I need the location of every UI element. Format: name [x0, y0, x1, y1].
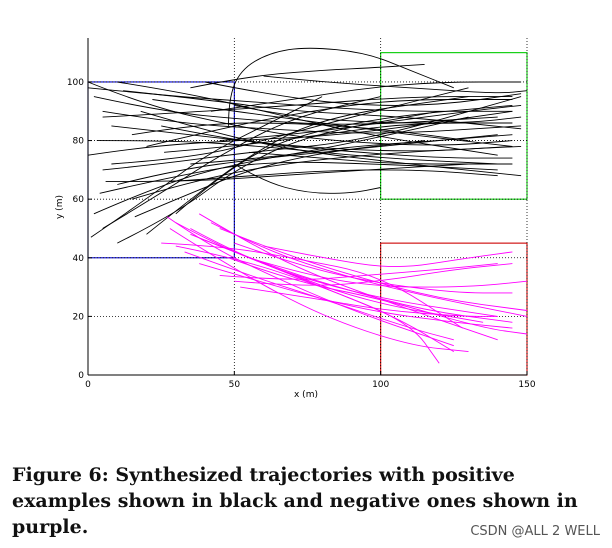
positive-trajectory-0 [87, 81, 513, 146]
positive-trajectory-21 [161, 125, 513, 159]
positive-trajectory-28 [146, 99, 513, 147]
positive-trajectory-29 [131, 122, 469, 142]
positive-trajectory-8 [131, 145, 522, 200]
grid-lines [88, 38, 528, 375]
negative-trajectory-5 [161, 242, 463, 329]
positive-trajectory-36 [105, 163, 469, 183]
series-positive [87, 47, 528, 244]
positive-trajectory-16 [102, 96, 513, 118]
negative-trajectory-18 [263, 245, 513, 267]
series-negative [161, 213, 528, 364]
negative-trajectory-10 [234, 242, 513, 294]
positive-trajectory-26 [190, 134, 513, 165]
y-tick-label-0: 0 [78, 371, 84, 381]
positive-trajectory-30 [263, 75, 528, 94]
region-box-2 [380, 242, 528, 376]
x-tick-label-2: 100 [372, 380, 389, 390]
y-axis-label: y (m) [55, 195, 65, 219]
region-box-1 [380, 52, 528, 200]
x-tick-label-3: 150 [518, 380, 535, 390]
positive-trajectory-25 [219, 104, 522, 142]
y-tick-label-5: 100 [67, 78, 84, 88]
positive-trajectory-31 [228, 47, 454, 126]
positive-trajectory-11 [90, 96, 323, 238]
y-tick-label-4: 80 [73, 137, 85, 147]
positive-trajectory-33 [190, 63, 425, 89]
negative-trajectory-13 [228, 257, 528, 335]
positive-trajectory-13 [146, 96, 469, 235]
positive-trajectory-32 [234, 163, 381, 194]
positive-trajectory-19 [99, 161, 498, 194]
axes: 0 50 100 150 0 20 40 60 80 100 [67, 38, 536, 390]
x-tick-label-0: 0 [85, 380, 91, 390]
negative-trajectory-2 [190, 228, 498, 317]
negative-trajectory-8 [204, 239, 513, 323]
positive-trajectory-18 [111, 87, 469, 165]
x-tick-label-1: 50 [229, 380, 241, 390]
positive-trajectory-22 [117, 81, 498, 156]
positive-trajectory-4 [96, 140, 498, 165]
negative-trajectory-4 [210, 222, 528, 317]
negative-trajectory-17 [199, 263, 513, 329]
trajectory-plot: 0 50 100 150 0 20 40 60 80 100 x (m) y (m) [55, 38, 536, 400]
trajectories [87, 47, 528, 364]
negative-trajectory-16 [234, 263, 513, 286]
positive-trajectory-24 [234, 104, 522, 124]
positive-trajectory-39 [164, 122, 513, 153]
positive-trajectory-38 [210, 81, 522, 112]
positive-trajectory-37 [134, 140, 425, 218]
watermark-text: CSDN @ALL 2 WELL [470, 524, 600, 539]
negative-trajectory-19 [240, 286, 498, 317]
negative-trajectory-11 [248, 257, 528, 288]
x-axis-label: x (m) [294, 390, 318, 400]
positive-trajectory-12 [117, 110, 440, 244]
y-tick-label-2: 40 [73, 254, 85, 264]
positive-trajectory-20 [140, 110, 522, 177]
positive-trajectory-23 [205, 81, 522, 106]
negative-trajectory-9 [219, 228, 528, 311]
y-tick-label-3: 60 [73, 195, 85, 205]
positive-trajectory-9 [93, 116, 469, 215]
negative-trajectory-15 [219, 263, 498, 280]
positive-trajectory-35 [152, 99, 513, 147]
figure-caption: Figure 6: Synthesized trajectories with … [12, 464, 578, 538]
positive-trajectory-3 [111, 125, 513, 152]
negative-trajectory-12 [169, 228, 469, 353]
y-tick-label-1: 20 [73, 312, 85, 322]
